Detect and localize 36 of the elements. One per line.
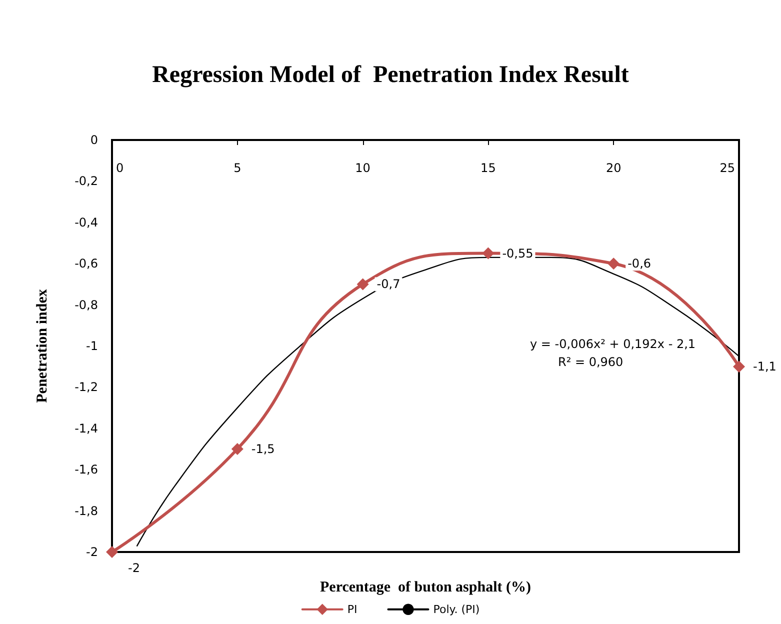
data-label: -0,6 <box>628 256 652 271</box>
x-tick-label: 20 <box>606 161 622 175</box>
annotation: y = -0,006x² + 0,192x - 2,1 <box>530 337 696 351</box>
point <box>733 360 745 373</box>
chart-title: Regression Model of Penetration Index Result <box>152 62 629 88</box>
y-tick-label: -0,4 <box>74 215 98 230</box>
annotation: R² = 0,960 <box>558 355 624 369</box>
data-label: -1,5 <box>251 442 275 456</box>
y-tick-label: -0,6 <box>74 256 98 271</box>
point <box>608 258 620 270</box>
data-label: -0,7 <box>376 277 400 292</box>
y-tick-label: -1 <box>86 339 98 353</box>
x-tick-label: 0 <box>116 161 124 175</box>
data-label: -0,55 <box>502 246 534 260</box>
x-tick-label: 15 <box>480 161 496 175</box>
y-tick-label: -2 <box>86 545 98 559</box>
point <box>106 546 118 558</box>
x-tick-label: 5 <box>234 161 242 175</box>
legend-label: PI <box>347 602 358 616</box>
x-tick-label: 25 <box>720 161 735 175</box>
y-tick-label: -1,6 <box>74 462 98 477</box>
y-tick-label: -0,8 <box>74 298 98 312</box>
y-tick-label: -1,8 <box>74 504 98 518</box>
y-axis-title: Penetration index <box>34 288 50 403</box>
point <box>482 247 494 260</box>
y-tick-label: 0 <box>90 133 98 147</box>
x-axis-title: Percentage of buton asphalt (%) <box>320 580 531 596</box>
legend-label: Poly. (PI) <box>433 602 480 616</box>
y-tick-label: -0,2 <box>74 174 98 188</box>
x-tick-label: 10 <box>355 161 370 175</box>
data-label: -1,1 <box>753 360 776 374</box>
point <box>231 443 244 455</box>
y-tick-label: -1,4 <box>74 421 98 436</box>
data-label: -2 <box>128 561 140 575</box>
point <box>356 278 369 290</box>
y-tick-label: -1,2 <box>74 380 98 394</box>
